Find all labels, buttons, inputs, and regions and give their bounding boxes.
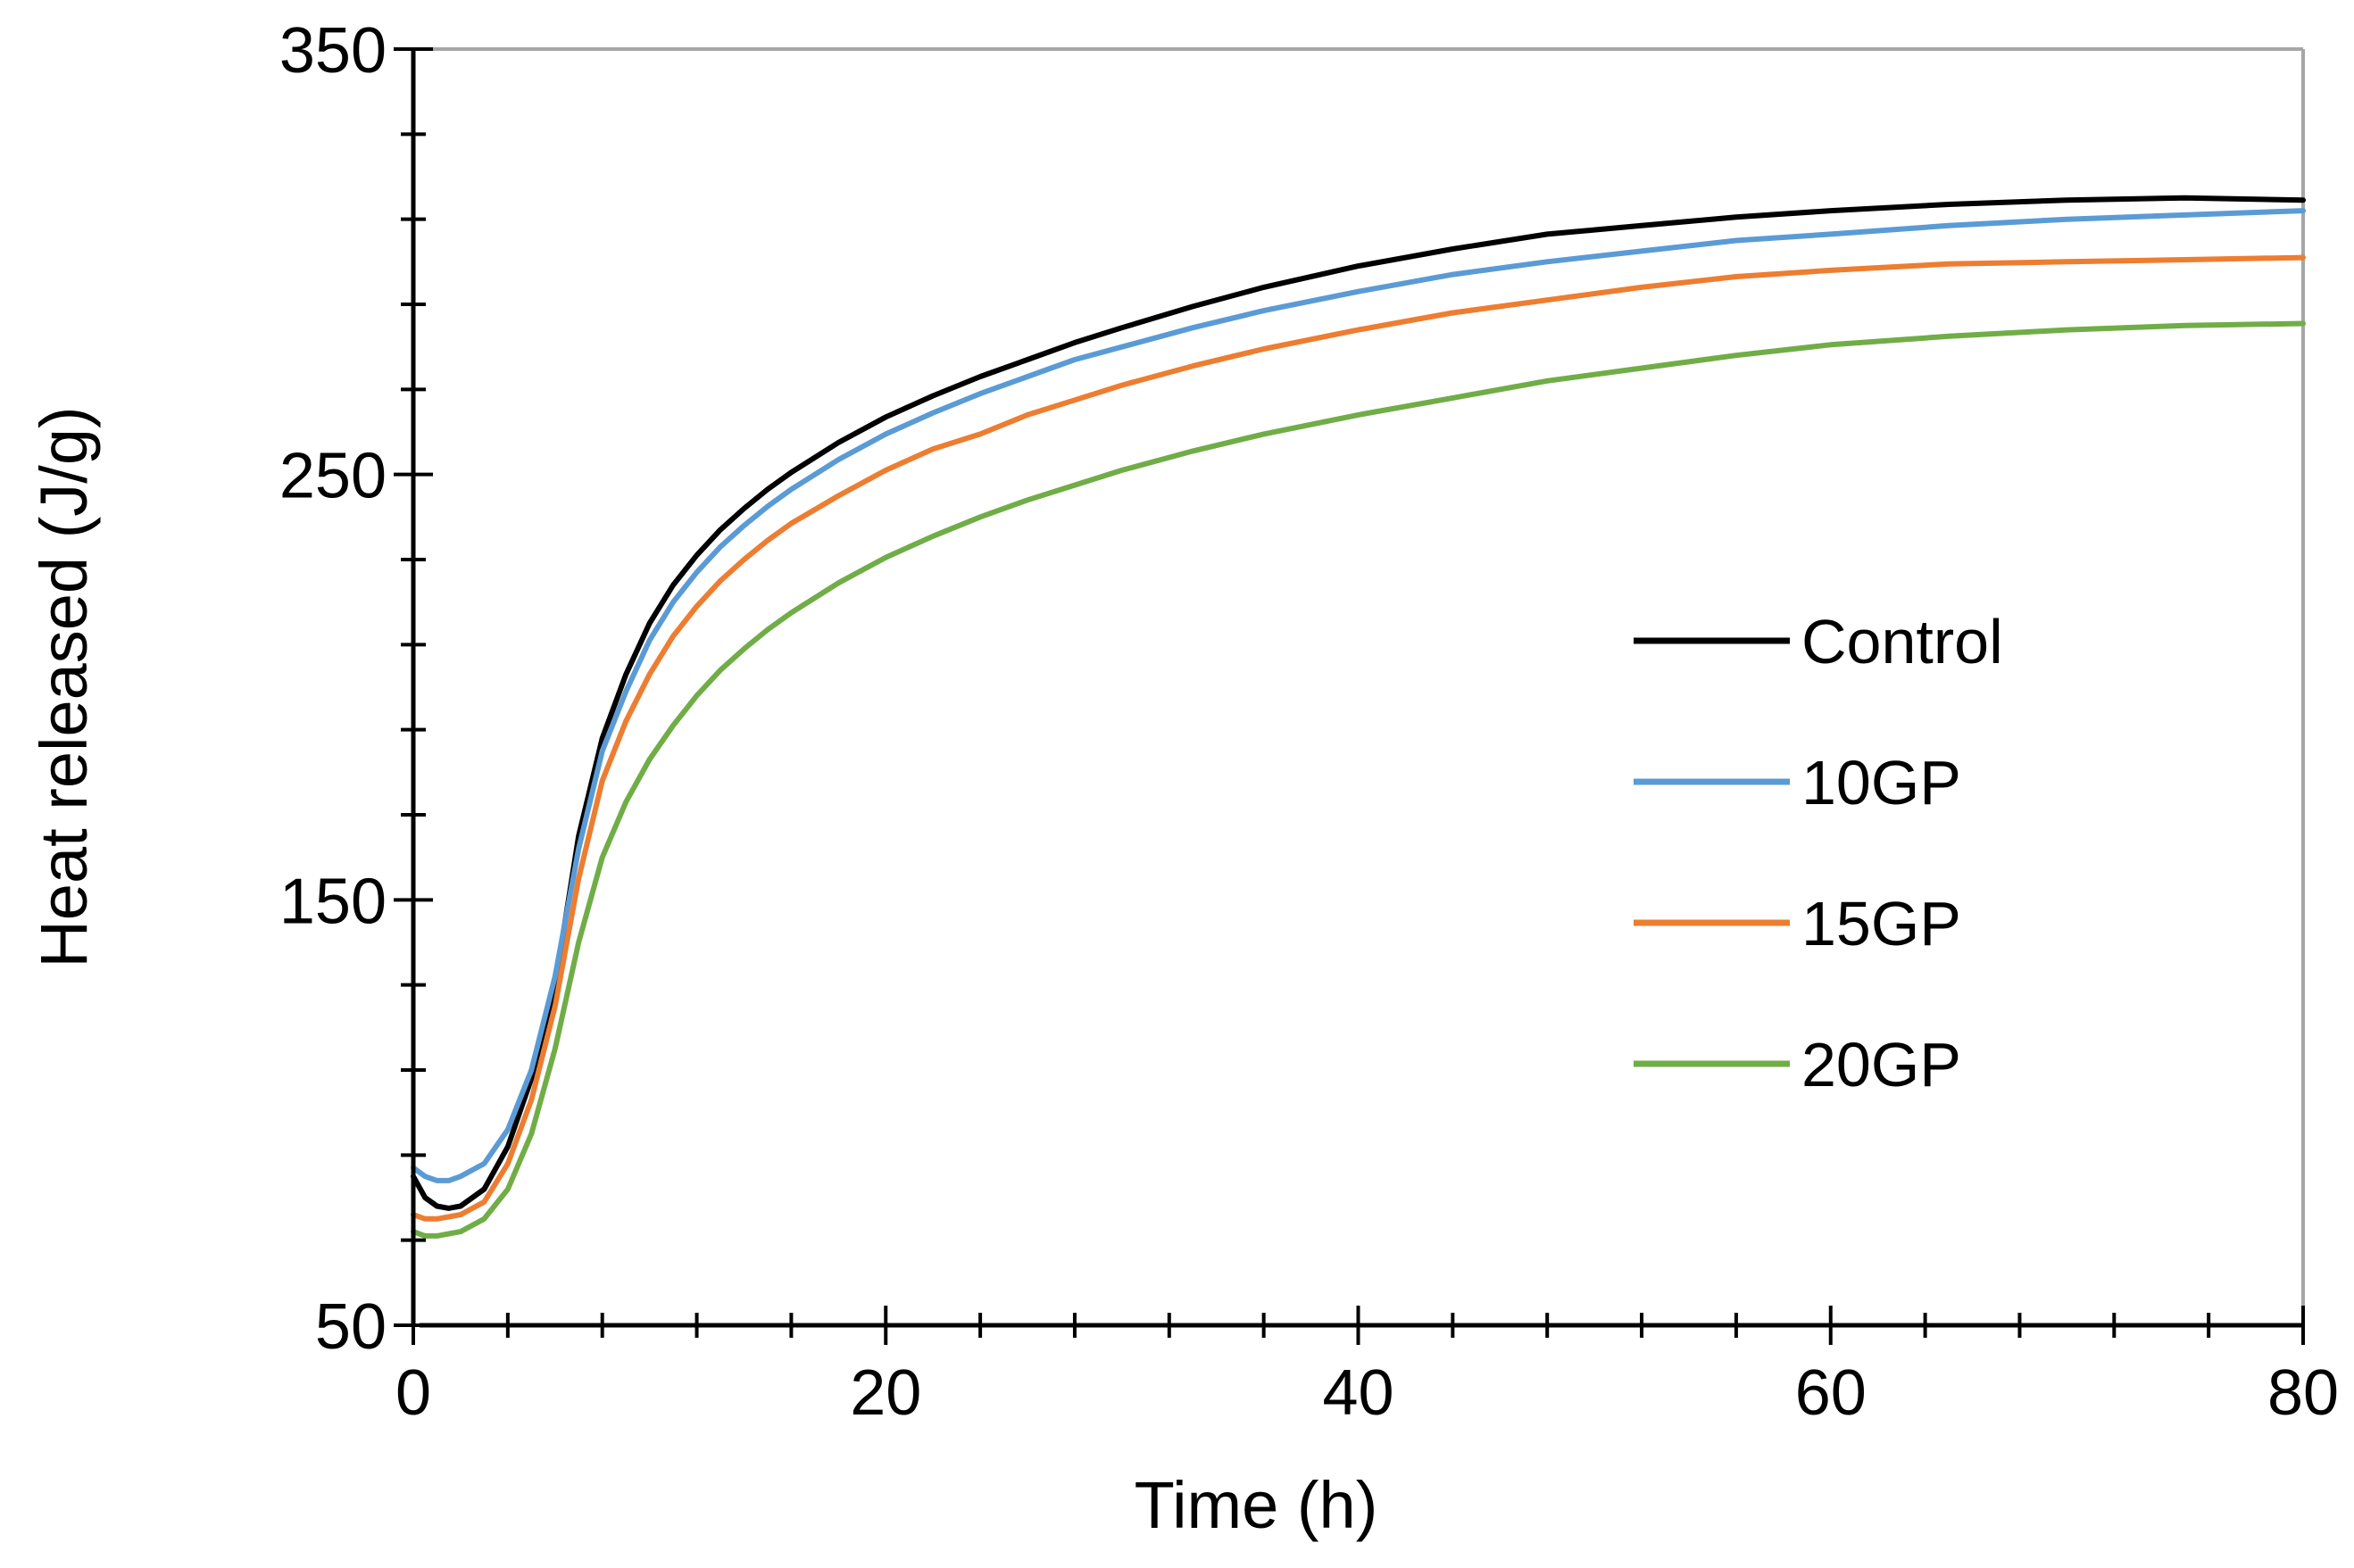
y-tick-label: 350 xyxy=(279,15,387,87)
plot-frame xyxy=(420,47,2305,1325)
x-tick-label: 40 xyxy=(1322,1357,1393,1429)
legend-label-10gp: 10GP xyxy=(1801,748,1961,817)
series-line-20gp xyxy=(411,320,2306,1239)
y-tick-label: 50 xyxy=(315,1291,387,1363)
legend-label-control: Control xyxy=(1801,607,2003,676)
x-axis-title: Time (h) xyxy=(1135,1468,1378,1542)
legend-label-20gp: 20GP xyxy=(1801,1030,1961,1099)
y-axis-title: Heat released (J/g) xyxy=(27,406,101,967)
x-tick-label: 0 xyxy=(395,1357,431,1429)
series-line-10gp xyxy=(411,208,2306,1183)
series-line-control xyxy=(411,195,2306,1211)
x-tick-label: 60 xyxy=(1795,1357,1867,1429)
series-line-15gp xyxy=(411,254,2306,1222)
legend: Control 10GP 15GP 20GP xyxy=(1634,607,2003,1099)
axes-layer xyxy=(411,49,2303,1328)
legend-label-15gp: 15GP xyxy=(1801,889,1961,958)
ticks-layer: 0 20 40 60 80 50 150 250 350 xyxy=(279,15,2339,1429)
y-tick-label: 250 xyxy=(279,441,387,512)
x-tick-label: 20 xyxy=(850,1357,921,1429)
y-tick-label: 150 xyxy=(279,866,387,937)
series-layer xyxy=(411,195,2306,1239)
x-tick-label: 80 xyxy=(2267,1357,2339,1429)
